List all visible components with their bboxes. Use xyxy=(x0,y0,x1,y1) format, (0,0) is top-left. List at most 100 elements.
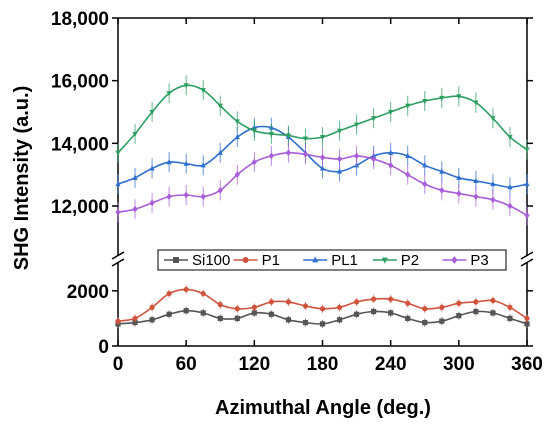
data-point-p1 xyxy=(353,299,360,305)
data-point-p3 xyxy=(524,212,530,219)
data-point-p1 xyxy=(115,318,121,324)
data-point-si100 xyxy=(234,315,240,322)
data-point-p2 xyxy=(490,116,496,122)
data-point-p3 xyxy=(490,196,496,204)
data-point-si100 xyxy=(336,317,343,323)
data-point-p1 xyxy=(166,290,172,297)
legend-marker-si100 xyxy=(173,257,179,263)
legend-label-p1: P1 xyxy=(262,252,280,269)
y-tick-label-upper: 12,000 xyxy=(51,197,109,218)
data-point-pl1 xyxy=(422,162,428,168)
data-point-p1 xyxy=(371,296,377,302)
data-point-p3 xyxy=(336,155,343,163)
data-point-p3 xyxy=(319,154,326,161)
data-point-p2 xyxy=(217,103,223,109)
x-tick-label: 240 xyxy=(375,354,407,375)
data-point-p2 xyxy=(319,134,326,141)
data-point-p1 xyxy=(285,299,292,305)
data-point-p3 xyxy=(234,171,240,179)
data-point-pl1 xyxy=(319,165,326,171)
data-point-p1 xyxy=(388,296,394,302)
data-point-p2 xyxy=(473,100,479,106)
data-point-p3 xyxy=(371,155,377,163)
data-point-pl1 xyxy=(473,177,479,184)
legend-label-pl1: PL1 xyxy=(331,252,358,269)
data-point-si100 xyxy=(217,315,223,322)
x-tick-label: 180 xyxy=(307,354,339,375)
data-point-p1 xyxy=(268,299,274,305)
data-point-pl1 xyxy=(456,174,462,180)
data-point-p1 xyxy=(456,300,462,306)
data-point-p1 xyxy=(439,304,445,310)
data-point-p2 xyxy=(439,95,445,102)
upper-panel xyxy=(115,75,530,226)
data-point-p2 xyxy=(524,147,530,153)
data-point-si100 xyxy=(166,311,172,317)
legend-label-p2: P2 xyxy=(401,252,419,269)
data-point-p3 xyxy=(302,150,309,158)
data-point-pl1 xyxy=(115,180,121,187)
data-point-p2 xyxy=(405,103,411,109)
data-point-p2 xyxy=(388,109,394,116)
data-point-si100 xyxy=(183,308,189,314)
data-point-p3 xyxy=(251,158,257,166)
data-point-pl1 xyxy=(183,160,189,166)
data-point-p3 xyxy=(507,202,513,210)
data-point-p2 xyxy=(234,119,240,125)
data-point-si100 xyxy=(149,317,155,323)
data-point-si100 xyxy=(422,319,428,326)
data-point-p1 xyxy=(132,315,138,322)
data-point-p1 xyxy=(336,304,343,310)
axis-break-marker-right xyxy=(520,251,534,260)
data-point-p3 xyxy=(353,152,360,160)
data-point-p1 xyxy=(405,300,411,306)
data-point-p1 xyxy=(149,304,155,310)
data-point-p2 xyxy=(183,83,189,89)
data-point-p1 xyxy=(217,302,223,308)
data-point-p3 xyxy=(388,161,394,169)
y-tick-label-upper: 14,000 xyxy=(51,134,109,155)
data-point-si100 xyxy=(353,311,360,317)
data-point-si100 xyxy=(456,313,462,319)
data-point-p3 xyxy=(115,208,121,216)
data-point-p3 xyxy=(200,193,206,200)
data-point-si100 xyxy=(524,321,530,327)
data-point-pl1 xyxy=(490,180,496,187)
data-point-p1 xyxy=(183,286,189,293)
data-point-p2 xyxy=(353,122,360,128)
data-point-si100 xyxy=(200,310,206,316)
data-point-si100 xyxy=(251,310,257,316)
data-point-pl1 xyxy=(336,168,343,174)
axis-break-marker-left xyxy=(111,258,125,267)
data-point-p2 xyxy=(422,98,428,105)
data-point-p1 xyxy=(251,304,257,310)
plot-frame xyxy=(111,17,534,347)
data-point-si100 xyxy=(490,310,496,316)
data-point-p2 xyxy=(285,133,292,139)
data-point-si100 xyxy=(405,315,411,322)
data-point-p3 xyxy=(473,193,479,200)
x-tick-label: 120 xyxy=(238,354,270,375)
data-point-p2 xyxy=(115,150,121,156)
axis-break-marker-left xyxy=(111,251,125,260)
data-point-p2 xyxy=(302,136,309,142)
data-point-p3 xyxy=(149,199,155,207)
x-tick-label: 0 xyxy=(113,354,124,375)
data-point-si100 xyxy=(388,310,394,316)
legend-label-si100: Si100 xyxy=(192,252,230,269)
y-tick-label-upper: 18,000 xyxy=(51,9,109,30)
legend-marker-p2 xyxy=(381,257,388,264)
data-point-p3 xyxy=(183,191,189,199)
data-point-p1 xyxy=(319,306,326,312)
y-axis-title: SHG Intensity (a.u.) xyxy=(11,86,33,270)
data-point-p1 xyxy=(200,290,206,297)
data-point-p3 xyxy=(217,186,223,194)
data-point-p1 xyxy=(507,304,513,310)
data-point-p3 xyxy=(405,171,411,179)
data-point-si100 xyxy=(302,319,309,326)
data-point-si100 xyxy=(319,321,326,327)
lower-panel xyxy=(115,285,530,328)
plot-background xyxy=(118,18,527,346)
legend-label-p3: P3 xyxy=(470,252,488,269)
